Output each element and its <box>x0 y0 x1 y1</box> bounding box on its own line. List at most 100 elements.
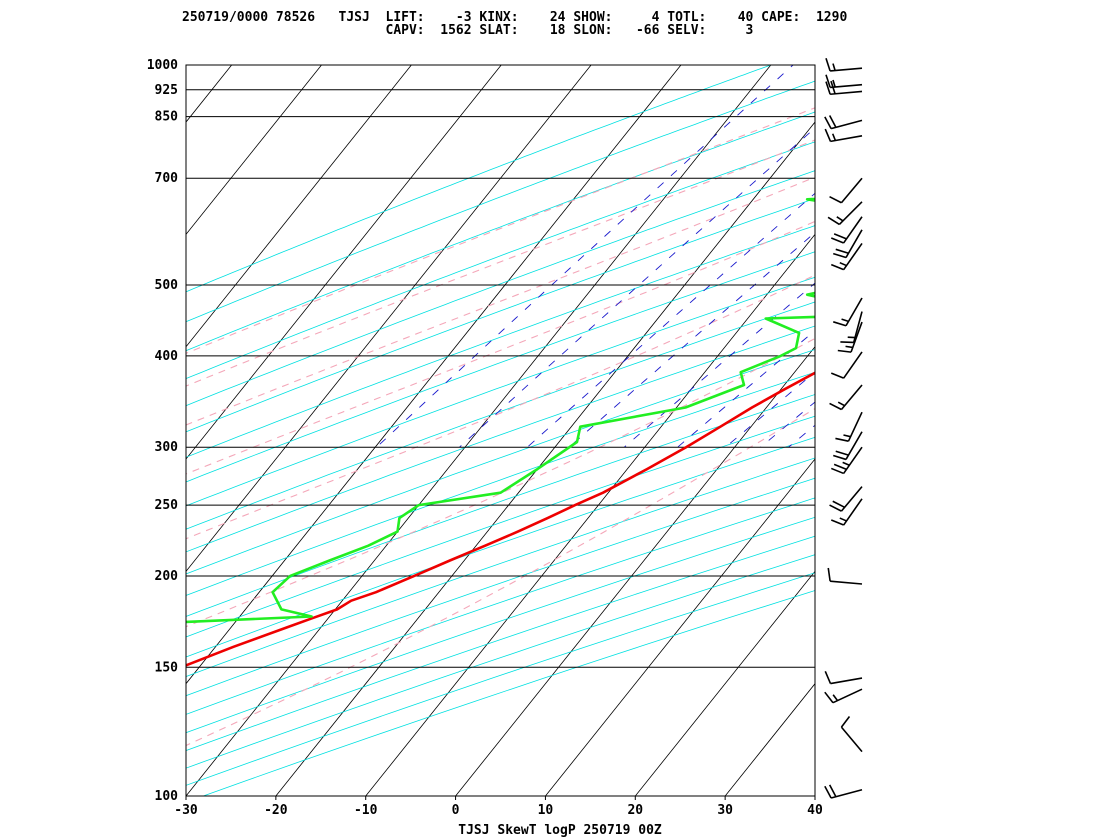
dry-adiabat <box>186 516 815 734</box>
temperature-tick-label: 10 <box>538 803 554 818</box>
dry-adiabat <box>186 170 815 407</box>
dry-adiabat <box>186 371 815 596</box>
mixing-ratio-line <box>902 50 1120 448</box>
mixing-ratio-line <box>788 424 815 448</box>
wind-barb <box>835 411 863 442</box>
wind-barb <box>833 431 863 461</box>
wind-barb-flag <box>829 402 842 411</box>
wind-barb-staff <box>830 90 863 96</box>
isotherm <box>186 65 322 236</box>
dry-adiabat <box>202 590 815 796</box>
chart-title: TJSJ SkewT logP 250719 00Z <box>458 823 662 838</box>
dry-adiabat <box>186 301 815 530</box>
isotherm <box>455 346 815 796</box>
temperature-tick-label: -30 <box>174 803 198 818</box>
wind-barb-flag <box>829 195 842 204</box>
wind-barbs <box>824 58 863 799</box>
wind-barb-flag <box>835 437 849 442</box>
pressure-tick-label: 700 <box>155 171 179 186</box>
wind-barb-staff <box>842 216 863 244</box>
dry-adiabat <box>186 477 815 697</box>
pressure-tick-label: 300 <box>155 440 179 455</box>
wind-barb-flag <box>825 81 831 95</box>
isotherm <box>365 233 815 796</box>
wind-barb <box>830 446 863 475</box>
wind-barb-flag <box>830 237 844 244</box>
wind-barb <box>825 58 863 72</box>
isotherm <box>724 683 815 796</box>
plot-frame <box>185 64 816 797</box>
wind-barb-staff <box>840 486 863 512</box>
wind-barb <box>827 201 863 226</box>
moist-adiabat <box>186 408 815 747</box>
wind-barb-half-flag <box>839 517 847 522</box>
wind-barb-staff <box>830 677 863 685</box>
wind-barb-staff <box>842 351 863 379</box>
wind-barb-half-flag <box>836 216 844 222</box>
wind-barb <box>837 321 863 353</box>
wind-barb-flag <box>833 463 847 471</box>
wind-barb-staff <box>842 498 863 526</box>
mixing-ratio-line <box>677 329 815 448</box>
wind-barb-staff <box>830 580 863 585</box>
wind-barb-flag <box>835 450 849 456</box>
wind-barb <box>824 128 863 143</box>
wind-barb-flag <box>825 74 831 88</box>
wind-barb <box>824 688 863 704</box>
wind-barb-half-flag <box>842 461 850 466</box>
wind-barb-flag <box>835 248 849 254</box>
pressure-tick-label: 1000 <box>147 58 178 73</box>
wind-barb-flag <box>824 128 832 142</box>
isotherm <box>186 65 412 348</box>
isotherm <box>275 121 815 796</box>
dry-adiabat <box>186 111 815 352</box>
wind-barb-staff <box>842 446 863 474</box>
wind-barb <box>829 486 863 512</box>
wind-barb-flag <box>833 321 847 327</box>
wind-barb-flag <box>828 784 837 798</box>
temperature-tick-label: -20 <box>264 803 288 818</box>
pressure-tick-label: 250 <box>155 498 179 513</box>
wind-barb-flag <box>840 715 851 728</box>
mixing-ratio-line <box>459 127 815 448</box>
wind-barb <box>830 351 863 379</box>
isotherm <box>186 65 502 460</box>
isotherm <box>186 65 592 572</box>
wind-barb-half-flag <box>831 133 837 141</box>
isotherm <box>814 795 815 796</box>
moist-adiabat <box>186 107 815 354</box>
dry-adiabat <box>186 80 815 323</box>
wind-barb-staff <box>842 242 863 271</box>
pressure-tick-label: 100 <box>155 789 179 804</box>
dry-adiabat <box>186 198 815 433</box>
isotherm <box>0 65 52 796</box>
wind-barb-staff <box>840 384 863 410</box>
pressure-tick-label: 925 <box>155 83 178 98</box>
dry-adiabat <box>186 251 815 483</box>
temperature-tick-label: 0 <box>452 803 460 818</box>
wind-barb <box>829 384 863 411</box>
dry-adiabat <box>186 276 815 507</box>
wind-barb-flag <box>833 252 847 259</box>
pressure-tick-label: 200 <box>155 569 179 584</box>
moist-adiabat <box>186 337 815 628</box>
wind-barb-flag <box>825 58 831 72</box>
moist-adiabat <box>186 220 815 475</box>
sounding-traces <box>186 197 815 667</box>
wind-barb <box>829 177 863 204</box>
pressure-tick-label: 500 <box>155 278 179 293</box>
wind-barb <box>824 115 863 130</box>
wind-barb-staff <box>832 688 863 704</box>
dry-adiabat <box>186 497 815 715</box>
wind-barb-flag <box>832 500 846 509</box>
wind-barb <box>830 242 863 271</box>
wind-barb-flag <box>837 349 852 353</box>
header-line-2: CAPV: 1562 SLAT: 18 SLON: -66 SELV: 3 <box>182 23 754 38</box>
wind-barb-staff <box>830 119 863 130</box>
wind-barb-staff <box>840 177 863 204</box>
wind-barb <box>833 297 863 327</box>
temperature-trace <box>186 371 815 667</box>
wind-barb <box>827 567 863 585</box>
wind-barb-staff <box>830 135 863 143</box>
